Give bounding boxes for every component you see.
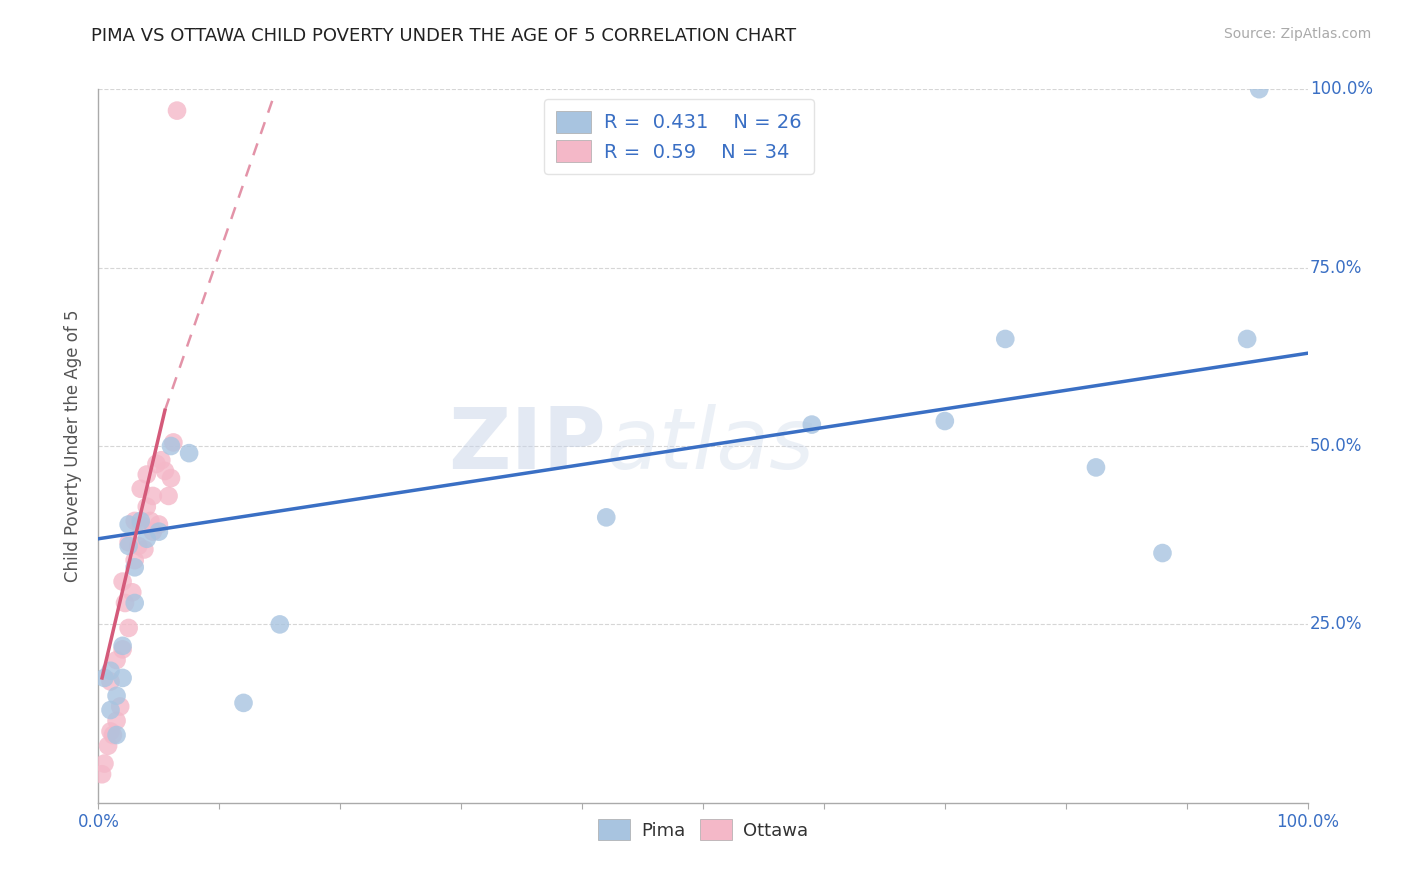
Point <box>135 467 157 482</box>
Point <box>269 617 291 632</box>
Point <box>135 532 157 546</box>
Point <box>111 574 134 589</box>
Text: ZIP: ZIP <box>449 404 606 488</box>
Point <box>179 446 201 460</box>
Point <box>142 524 165 539</box>
Point <box>100 724 122 739</box>
Text: atlas: atlas <box>606 404 814 488</box>
Point <box>118 535 141 549</box>
Point <box>100 703 122 717</box>
Point <box>162 435 184 450</box>
Text: 50.0%: 50.0% <box>1310 437 1362 455</box>
Point <box>1152 546 1174 560</box>
Point <box>108 699 131 714</box>
Point <box>166 103 188 118</box>
Text: PIMA VS OTTAWA CHILD POVERTY UNDER THE AGE OF 5 CORRELATION CHART: PIMA VS OTTAWA CHILD POVERTY UNDER THE A… <box>91 27 797 45</box>
Point <box>129 514 152 528</box>
Point <box>91 767 114 781</box>
Point <box>160 471 183 485</box>
Point <box>1249 82 1271 96</box>
Point <box>129 517 152 532</box>
Text: 25.0%: 25.0% <box>1310 615 1362 633</box>
Point <box>100 664 122 678</box>
Point <box>97 739 120 753</box>
Point <box>129 482 152 496</box>
Point <box>1236 332 1258 346</box>
Text: Source: ZipAtlas.com: Source: ZipAtlas.com <box>1223 27 1371 41</box>
Point <box>134 542 156 557</box>
Point <box>145 457 167 471</box>
Point <box>93 756 115 771</box>
Text: 100.0%: 100.0% <box>1310 80 1374 98</box>
Point <box>139 514 162 528</box>
Point <box>994 332 1017 346</box>
Point <box>118 539 141 553</box>
Point <box>1085 460 1108 475</box>
Point <box>160 439 183 453</box>
Point <box>105 653 128 667</box>
Point <box>148 517 170 532</box>
Y-axis label: Child Poverty Under the Age of 5: Child Poverty Under the Age of 5 <box>65 310 83 582</box>
Point <box>157 489 180 503</box>
Point <box>114 596 136 610</box>
Point <box>595 510 617 524</box>
Point <box>124 596 146 610</box>
Point <box>93 671 115 685</box>
Point <box>111 639 134 653</box>
Point <box>105 689 128 703</box>
Point <box>142 489 165 503</box>
Text: 75.0%: 75.0% <box>1310 259 1362 277</box>
Point <box>150 453 173 467</box>
Point <box>124 553 146 567</box>
Point <box>127 539 149 553</box>
Point <box>124 560 146 574</box>
Point <box>121 585 143 599</box>
Point <box>111 671 134 685</box>
Point <box>105 714 128 728</box>
Point <box>800 417 823 432</box>
Point <box>232 696 254 710</box>
Point <box>111 642 134 657</box>
Point <box>101 728 124 742</box>
Point <box>118 621 141 635</box>
Point <box>934 414 956 428</box>
Point <box>105 728 128 742</box>
Point <box>100 674 122 689</box>
Point <box>148 524 170 539</box>
Point <box>135 500 157 514</box>
Legend: Pima, Ottawa: Pima, Ottawa <box>591 812 815 847</box>
Point <box>153 464 176 478</box>
Point <box>124 514 146 528</box>
Point <box>118 517 141 532</box>
